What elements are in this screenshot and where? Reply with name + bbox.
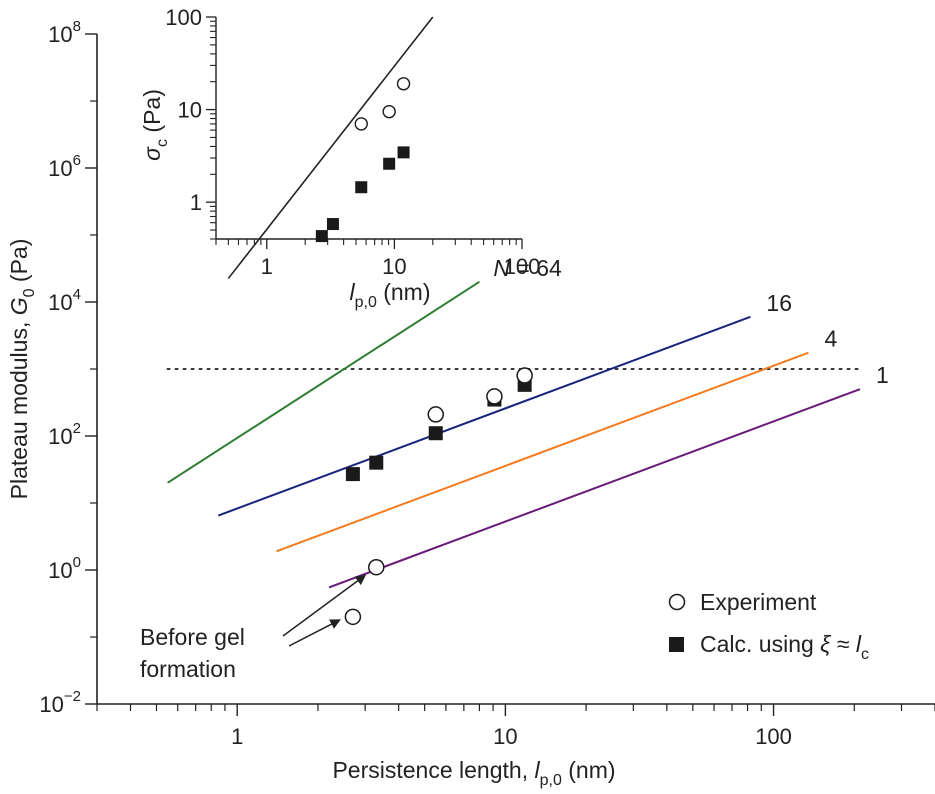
y-tick-base: 10 [48, 558, 72, 583]
legend-calc-var: ξ [820, 631, 832, 657]
x-tick-label: 10 [493, 724, 517, 749]
inset-x-axis-title: lp,0 (nm) [349, 279, 430, 311]
series-label: 1 [876, 362, 889, 388]
legend-experiment-marker [668, 593, 686, 611]
x-tick-label: 100 [755, 724, 792, 749]
calc-point [428, 426, 443, 441]
y-axis-title-sub: 0 [21, 288, 38, 297]
inset-calc-point [355, 181, 368, 194]
y-tick-label: 106 [48, 152, 81, 181]
series-label: N = 64 [493, 255, 562, 281]
inset-calc-point [326, 218, 339, 231]
legend-calc-text: Calc. using [700, 631, 820, 657]
y-tick-label: 108 [48, 18, 81, 47]
inset-calc-point [397, 146, 410, 159]
y-tick-exponent: 0 [73, 554, 81, 571]
y-tick-label: 10−2 [39, 688, 81, 717]
series-label-text: = 64 [510, 255, 562, 281]
inset-experiment-point [354, 117, 368, 131]
x-axis-title-var: l [534, 757, 540, 783]
experiment-point [368, 558, 385, 576]
series-line [276, 351, 809, 553]
series-line [328, 388, 861, 589]
y-axis-title-text: Plateau modulus, [6, 315, 32, 499]
inset-x-title-var: l [349, 279, 355, 305]
inset-x-tick-label: 100 [504, 254, 541, 279]
y-axis-title-unit: (Pa) [6, 239, 32, 289]
y-tick-exponent: 4 [73, 286, 81, 303]
annotation-arrow [288, 619, 341, 647]
series-label: 16 [766, 290, 792, 316]
x-axis-title-unit: (nm) [562, 757, 616, 783]
y-tick-exponent: 8 [73, 18, 81, 35]
inset-y-title-sub: c [154, 139, 171, 147]
x-axis-title-sub: p,0 [540, 772, 562, 789]
y-tick-exponent: 6 [73, 152, 81, 169]
y-tick-base: 10 [48, 156, 72, 181]
experiment-point [516, 367, 533, 384]
inset-fit-line [227, 16, 434, 279]
series-label: 4 [824, 326, 837, 352]
series-line [217, 315, 751, 517]
y-tick-exponent: 2 [73, 420, 81, 437]
legend-calc-sub: c [861, 646, 869, 663]
inset-x-tick-label: 1 [261, 254, 273, 279]
y-tick-base: 10 [48, 290, 72, 315]
series-line [167, 280, 480, 484]
y-tick-base: 10 [39, 692, 63, 717]
experiment-point [427, 406, 445, 423]
inset-y-axis-title: σc (Pa) [139, 89, 171, 161]
experiment-point [486, 388, 503, 405]
legend-calc-marker [669, 637, 684, 652]
x-tick-label: 1 [231, 724, 243, 749]
annotation-line1: Before gel [140, 624, 245, 650]
inset-calc-point [383, 157, 396, 170]
y-tick-label: 104 [48, 286, 81, 315]
x-axis-title-text: Persistence length, [332, 757, 534, 783]
y-tick-label: 100 [48, 554, 81, 583]
inset-x-title-sub: p,0 [355, 294, 377, 311]
annotation-arrow [282, 574, 367, 637]
experiment-point [344, 608, 362, 626]
series-label-var: N [493, 255, 510, 281]
legend-experiment-label: Experiment [700, 589, 817, 615]
inset-calc-point [315, 230, 328, 243]
inset-experiment-point [382, 104, 396, 119]
inset-x-tick-label: 10 [382, 254, 406, 279]
calc-point [345, 467, 360, 482]
inset-chart: 1 10 100 1 10 100 lp,0 (nm) σc (Pa) [139, 5, 540, 311]
calc-point [369, 455, 384, 470]
legend-calc-var2: l [856, 631, 862, 657]
inset-y-tick-label: 1 [190, 190, 202, 215]
y-tick-exponent: −2 [64, 688, 81, 705]
y-tick-label: 102 [48, 420, 81, 449]
y-axis-title-var: G [6, 297, 32, 315]
inset-y-tick-label: 100 [165, 5, 202, 30]
inset-y-tick-label: 10 [178, 98, 202, 123]
y-axis-title: Plateau modulus, G0 (Pa) [6, 239, 38, 500]
y-tick-base: 10 [48, 424, 72, 449]
annotation-line2: formation [140, 656, 236, 682]
inset-experiment-point [396, 77, 411, 91]
legend-calc-label: Calc. using ξ ≈ lc [700, 631, 869, 663]
inset-x-title-unit: (nm) [377, 279, 431, 305]
inset-y-title-unit: (Pa) [139, 89, 165, 139]
legend-calc-approx: ≈ [830, 631, 855, 657]
y-tick-base: 10 [48, 22, 72, 47]
inset-y-title-var: σ [139, 146, 165, 161]
x-axis-title: Persistence length, lp,0 (nm) [332, 757, 615, 789]
